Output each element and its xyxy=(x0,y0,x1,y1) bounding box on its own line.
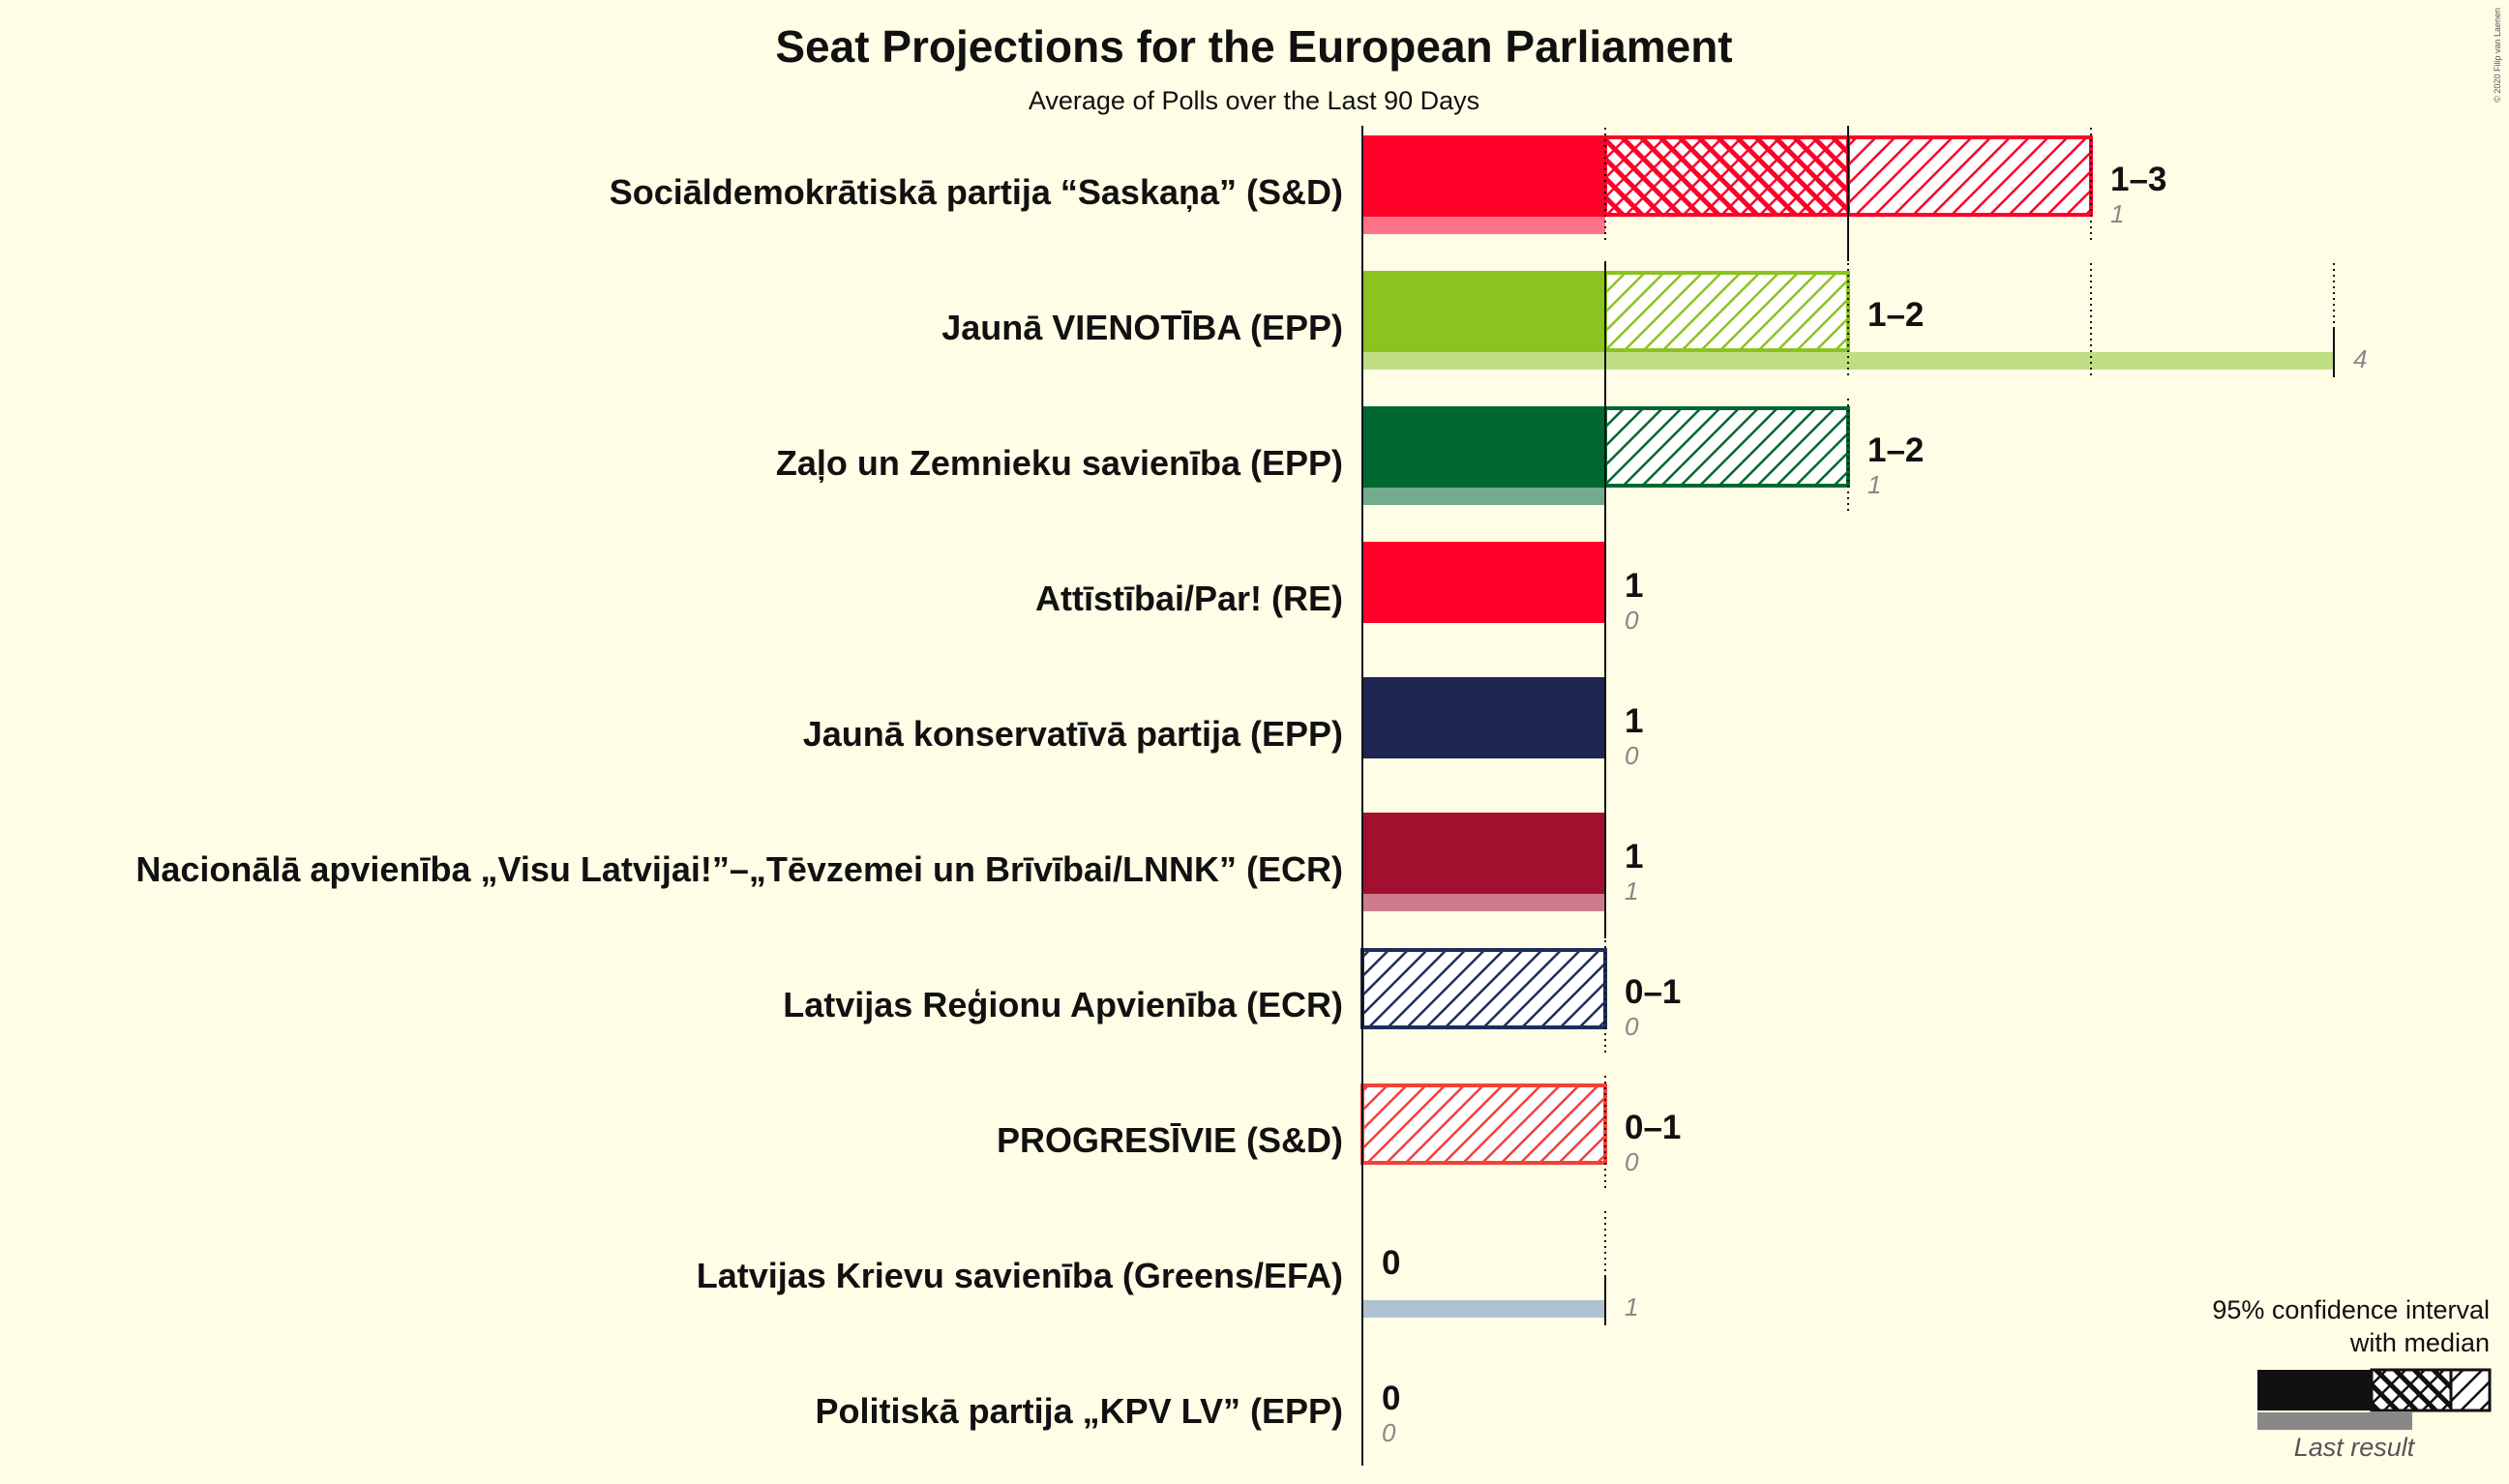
legend-hatch-swatch xyxy=(2449,1368,2492,1412)
range-label: 0 xyxy=(1382,1244,1400,1282)
last-result-bar xyxy=(1362,352,2334,370)
ci-solid-bar xyxy=(1362,813,1605,894)
party-rows: Sociāldemokrātiskā partija “Saskaņa” (S&… xyxy=(135,126,2367,1447)
last-result-bar xyxy=(1362,217,1605,234)
ci-solid-bar xyxy=(1362,271,1605,352)
last-result-label: 4 xyxy=(2353,344,2367,373)
range-label: 1 xyxy=(1625,838,1643,876)
last-result-label: 0 xyxy=(1382,1418,1396,1447)
last-result-label: 0 xyxy=(1625,606,1639,635)
last-result-bar xyxy=(1362,1300,1605,1318)
range-label: 0–1 xyxy=(1625,973,1681,1011)
party-label: PROGRESĪVIE (S&D) xyxy=(997,1120,1343,1160)
range-label: 1 xyxy=(1625,702,1643,740)
party-label: Attīstībai/Par! (RE) xyxy=(1035,579,1343,618)
party-label: Sociāldemokrātiskā partija “Saskaņa” (S&… xyxy=(610,172,1343,212)
party-label: Nacionālā apvienība „Visu Latvijai!”–„Tē… xyxy=(135,849,1343,889)
legend-last-swatch xyxy=(2257,1412,2412,1430)
chart-title: Seat Projections for the European Parlia… xyxy=(775,21,1732,72)
legend-cross-swatch xyxy=(2370,1368,2453,1412)
last-result-label: 1 xyxy=(1625,876,1638,905)
ci-upper-bar xyxy=(1360,1083,1607,1165)
last-result-bar xyxy=(1362,488,1605,505)
range-label: 1 xyxy=(1625,567,1643,605)
ci-upper-bar xyxy=(1360,948,1607,1029)
range-label: 1–3 xyxy=(2110,161,2166,198)
party-label: Latvijas Reģionu Apvienība (ECR) xyxy=(783,985,1343,1024)
party-label: Politiskā partija „KPV LV” (EPP) xyxy=(816,1391,1343,1431)
range-label: 0–1 xyxy=(1625,1109,1681,1146)
last-result-label: 1 xyxy=(2110,199,2124,228)
last-result-label: 1 xyxy=(1625,1292,1638,1321)
ci-upper-bar xyxy=(1846,135,2093,217)
range-label: 1–2 xyxy=(1867,431,1924,469)
ci-solid-bar xyxy=(1362,135,1605,217)
range-label: 0 xyxy=(1382,1380,1400,1417)
legend-ci-label: 95% confidence interval xyxy=(2212,1295,2490,1324)
ci-solid-bar xyxy=(1362,677,1605,758)
last-result-label: 0 xyxy=(1625,1147,1639,1176)
ci-median-bar xyxy=(1603,135,1850,217)
range-label: 1–2 xyxy=(1867,296,1924,334)
party-label: Jaunā konservatīvā partija (EPP) xyxy=(803,714,1343,754)
ci-upper-bar xyxy=(1603,271,1850,352)
last-result-label: 1 xyxy=(1867,470,1881,499)
legend-last-label: Last result xyxy=(2294,1433,2416,1462)
last-result-bar xyxy=(1362,894,1605,911)
legend-solid-swatch xyxy=(2257,1370,2372,1410)
ci-upper-bar xyxy=(1603,406,1850,488)
party-label: Jaunā VIENOTĪBA (EPP) xyxy=(941,308,1343,347)
last-result-label: 0 xyxy=(1625,741,1639,770)
legend-median-label: with median xyxy=(2349,1328,2490,1357)
legend: 95% confidence interval with median Last… xyxy=(2212,1295,2492,1462)
ci-solid-bar xyxy=(1362,542,1605,623)
copyright-note: © 2020 Filip van Laenen xyxy=(2493,8,2502,103)
party-label: Zaļo un Zemnieku savienība (EPP) xyxy=(776,443,1343,483)
ci-solid-bar xyxy=(1362,406,1605,488)
party-label: Latvijas Krievu savienība (Greens/EFA) xyxy=(697,1256,1343,1295)
last-result-label: 0 xyxy=(1625,1012,1639,1041)
chart-subtitle: Average of Polls over the Last 90 Days xyxy=(1029,86,1479,115)
